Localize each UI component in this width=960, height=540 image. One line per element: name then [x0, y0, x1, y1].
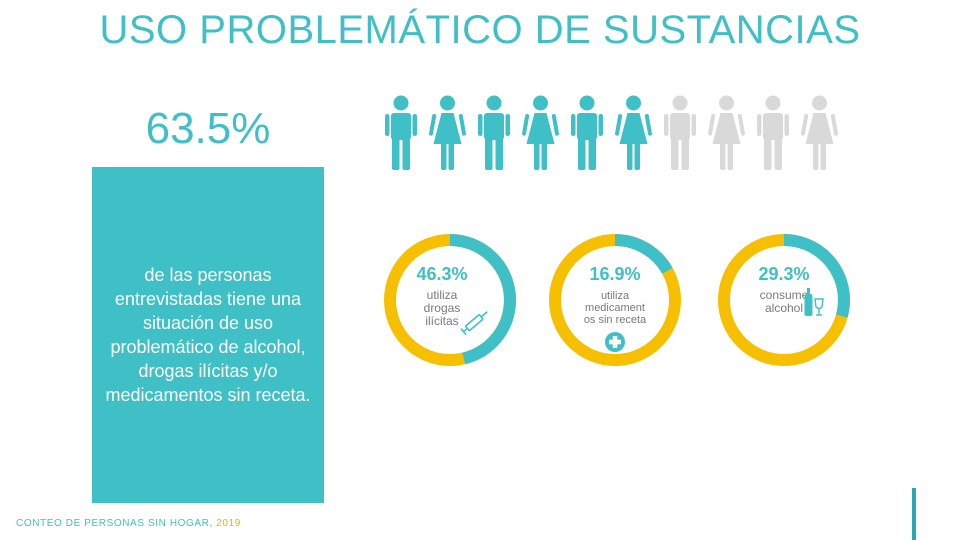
stat-panel: de las personas entrevistadas tiene una … — [92, 167, 324, 503]
donut-2-caption-line-2: medicament — [585, 302, 645, 314]
donut-3-caption-line-2: alcohol — [765, 301, 803, 315]
person-8-woman-icon — [708, 95, 745, 170]
donut-3-caption-line-1: consume — [760, 288, 809, 302]
source-text: CONTEO DE PERSONAS SIN HOGAR, — [16, 518, 213, 529]
person-2-woman-icon — [429, 95, 466, 170]
person-1-man-icon — [385, 95, 417, 170]
donut-3-percent-label: 29.3% — [758, 264, 809, 284]
person-6-woman-icon — [615, 95, 652, 170]
donut-1-percent-label: 46.3% — [416, 264, 467, 284]
medical-cross-icon — [605, 332, 625, 352]
stat-description: de las personas entrevistadas tiene una … — [105, 265, 311, 405]
donut-2-value-arc — [549, 234, 681, 366]
person-9-man-icon — [757, 95, 789, 170]
donut-1-value-arc — [384, 234, 516, 366]
donut-charts: 46.3%utilizadrogasilícitas16.9%utilizame… — [384, 234, 850, 366]
page-title: USO PROBLEMÁTICO DE SUSTANCIAS — [99, 8, 861, 52]
donut-2-percent-label: 16.9% — [589, 264, 640, 284]
source-year: 2019 — [216, 518, 241, 529]
person-7-man-icon — [664, 95, 696, 170]
bottle-glass-icon — [804, 288, 824, 316]
donut-1-caption-line-1: utiliza — [427, 288, 458, 302]
donut-1-caption-line-2: drogas — [424, 301, 461, 315]
person-5-man-icon — [571, 95, 603, 170]
donut-1-caption-line-3: ilícitas — [425, 314, 458, 328]
donut-2-caption-line-1: utiliza — [601, 290, 630, 302]
person-10-woman-icon — [801, 95, 838, 170]
people-pictograph — [385, 95, 838, 170]
accent-line — [912, 488, 916, 540]
person-4-woman-icon — [522, 95, 559, 170]
syringe-icon — [460, 311, 488, 336]
person-3-man-icon — [478, 95, 510, 170]
donut-3-value-arc — [718, 234, 850, 366]
stat-value: 63.5% — [145, 104, 271, 153]
donut-2-caption-line-3: os sin receta — [584, 314, 647, 326]
source-footer: CONTEO DE PERSONAS SIN HOGAR, 2019 — [16, 518, 241, 529]
